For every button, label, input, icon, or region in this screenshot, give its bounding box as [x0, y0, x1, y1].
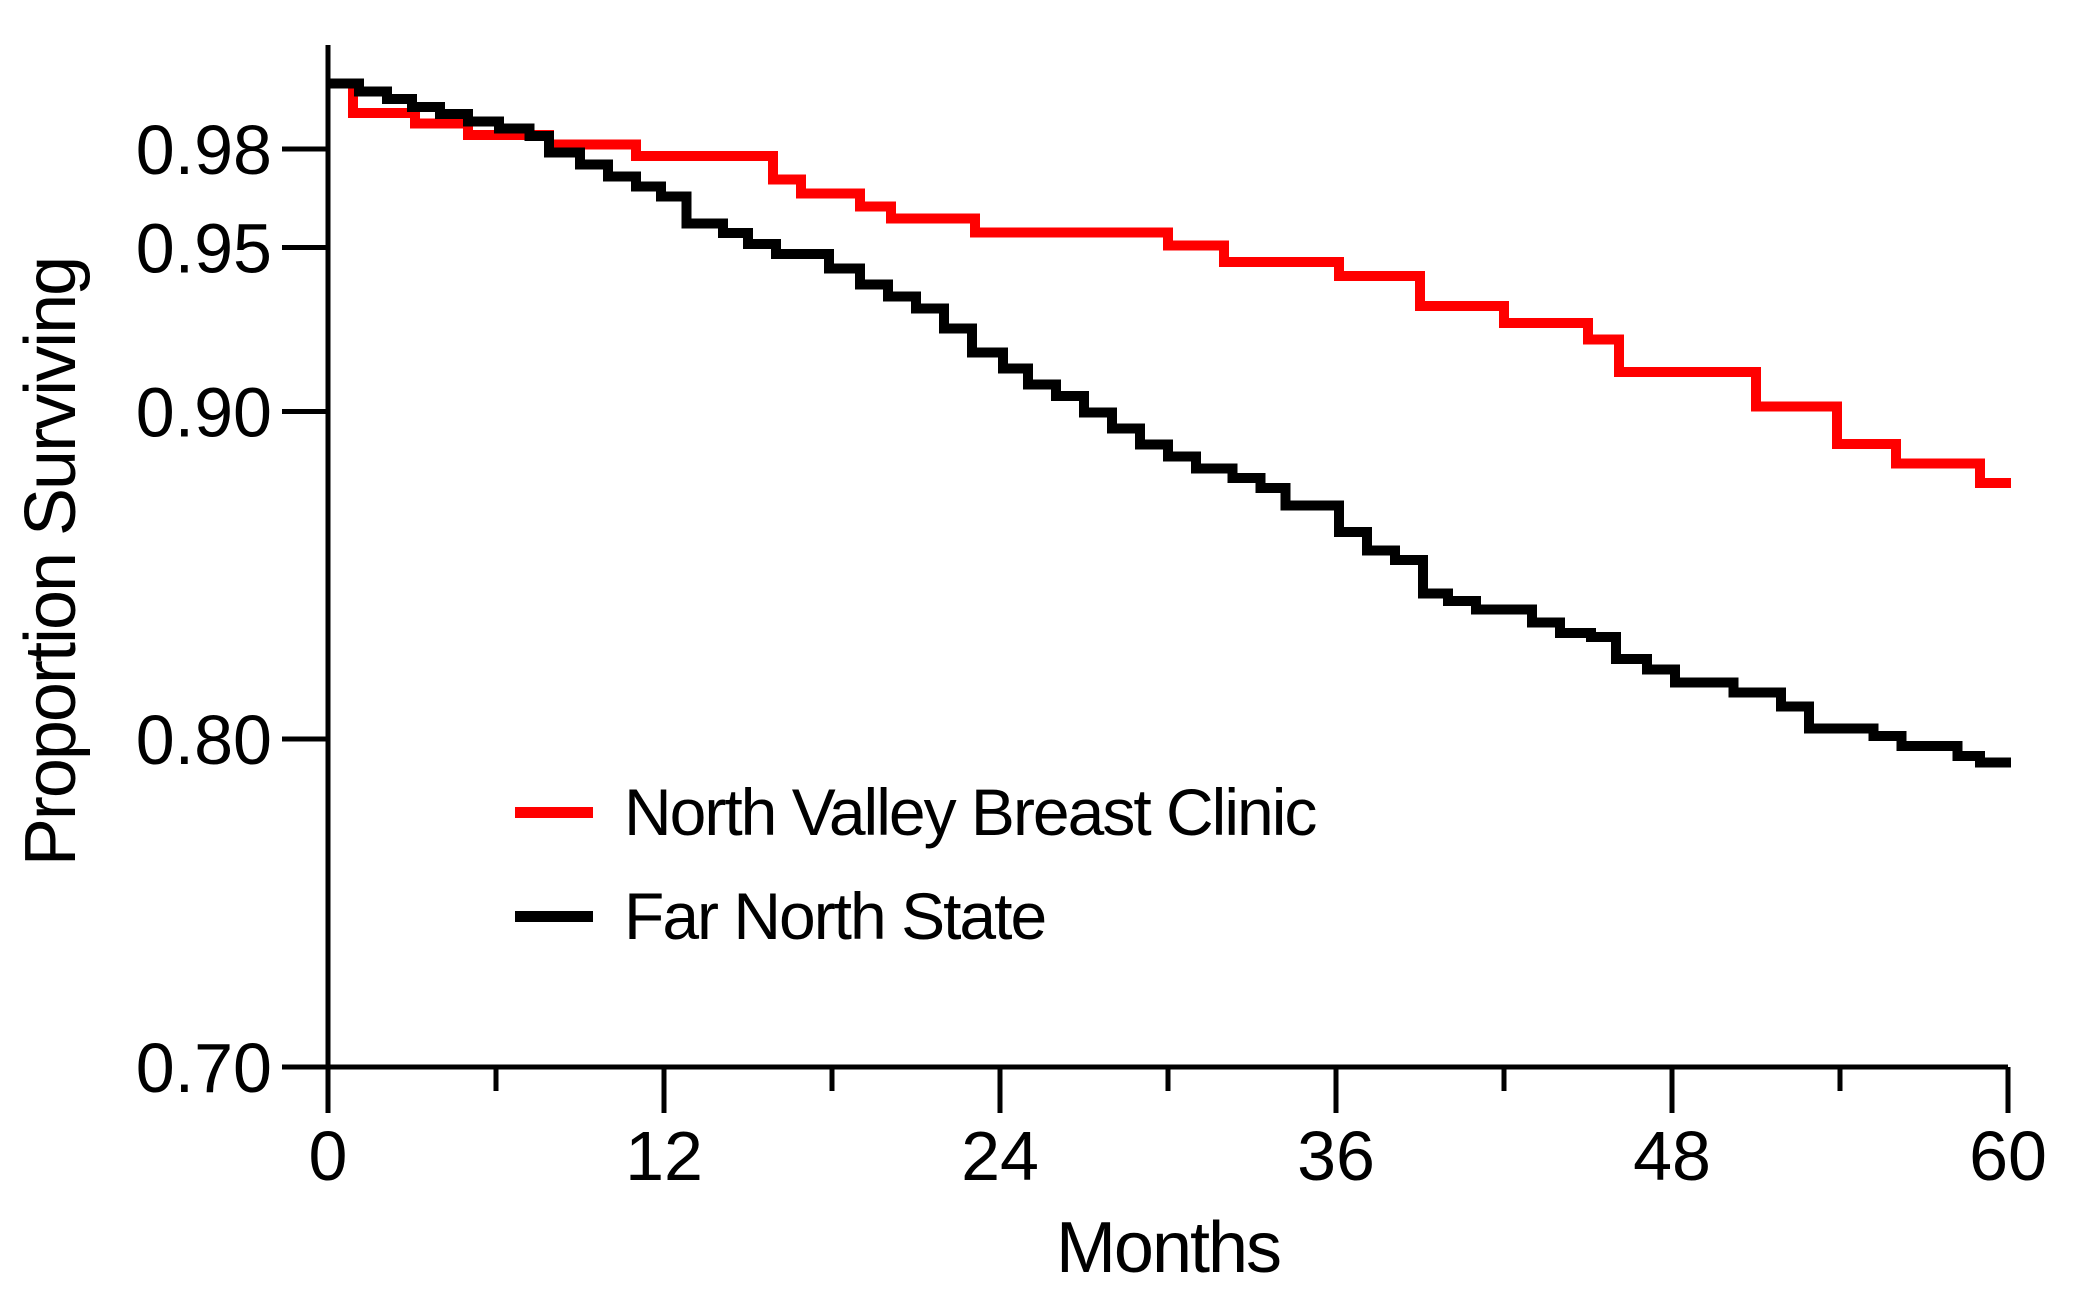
x-tick-label: 48 [1633, 1117, 1711, 1195]
x-tick-label: 60 [1969, 1117, 2047, 1195]
x-tick-label: 0 [309, 1117, 348, 1195]
legend: North Valley Breast Clinic Far North Sta… [515, 771, 1317, 979]
y-tick-label: 0.80 [136, 701, 272, 779]
y-tick-label: 0.98 [136, 111, 272, 189]
x-tick-label: 24 [961, 1117, 1039, 1195]
y-axis-title: Proportion Surviving [11, 257, 91, 867]
legend-row: Far North State [515, 875, 1315, 957]
y-tick-label: 0.95 [136, 209, 272, 287]
x-tick-label: 36 [1297, 1117, 1375, 1195]
legend-label: North Valley Breast Clinic [624, 775, 1317, 849]
series-curve-north-valley-breast-clinic [328, 78, 2011, 488]
legend-label: Far North State [624, 879, 1047, 953]
y-tick-label: 0.90 [136, 373, 272, 451]
legend-row: North Valley Breast Clinic [515, 771, 1317, 853]
x-axis-title: Months [1055, 1208, 1282, 1288]
series-curve-far-north-state [328, 78, 2011, 768]
north-valley-line-swatch [515, 806, 593, 818]
y-tick-label: 0.70 [136, 1029, 272, 1107]
x-tick-label: 12 [625, 1117, 703, 1195]
far-north-line-swatch [515, 910, 593, 922]
